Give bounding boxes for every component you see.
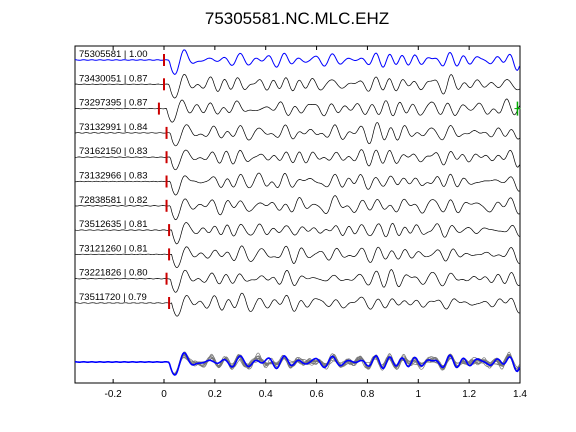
trace-label: 73297395 | 0.87 (79, 98, 148, 109)
x-tick-label: 1 (416, 389, 422, 400)
plot-axes-frame (74, 45, 521, 384)
traces-layer: 75305581 | 1.00 73430051 | 0.87 73297395 |… (74, 49, 521, 317)
chart-title: 75305581.NC.MLC.EHZ (205, 9, 389, 28)
trace-73297395: 73297395 | 0.87 (74, 98, 521, 123)
trace-label: 72838581 | 0.82 (79, 195, 148, 206)
stack-overlay-trace (75, 351, 520, 375)
x-axis: -0.2 0 0.2 0.4 0.6 0.8 1 1.2 1.4 (105, 46, 527, 400)
waveform-line (74, 149, 520, 171)
trace-73121260: 73121260 | 0.81 (74, 243, 520, 268)
stack-overlay-trace (74, 353, 520, 376)
trace-label: 73221826 | 0.80 (79, 268, 148, 279)
trace-73221826: 73221826 | 0.80 (74, 268, 520, 293)
trace-label: 73121260 | 0.81 (79, 243, 148, 254)
stack-layer (74, 351, 521, 376)
trace-label: 73512635 | 0.81 (79, 219, 148, 230)
trace-label: 73511720 | 0.79 (79, 292, 147, 303)
waveform-line (74, 121, 520, 147)
waveform-line (74, 195, 520, 221)
trace-label: 73162150 | 0.83 (79, 146, 148, 157)
trace-73512635: 73512635 | 0.81 (74, 219, 520, 245)
x-tick-label: 1.4 (513, 389, 527, 400)
x-tick-label: -0.2 (105, 389, 123, 400)
waveform-line (74, 292, 520, 317)
x-tick-label: 0 (161, 389, 167, 400)
waveform-line (74, 49, 520, 75)
x-tick-label: 0.8 (360, 389, 374, 400)
waveform-line (74, 269, 520, 293)
stack-master-trace (75, 352, 521, 376)
trace-73132966: 73132966 | 0.83 (74, 171, 520, 196)
x-tick-label: 1.2 (462, 389, 476, 400)
x-tick-label: 0.6 (310, 389, 324, 400)
waveform-line (74, 74, 520, 99)
waveform-line (74, 245, 520, 268)
trace-73511720: 73511720 | 0.79 (74, 292, 520, 317)
waveform-line (74, 222, 520, 245)
x-tick-label: 0.2 (208, 389, 222, 400)
trace-label: 75305581 | 1.00 (79, 49, 148, 60)
trace-73430051: 73430051 | 0.87 (74, 73, 520, 99)
trace-label: 73430051 | 0.87 (79, 73, 148, 84)
trace-73162150: 73162150 | 0.83 (74, 146, 520, 171)
waveform-line (74, 172, 520, 196)
trace-label: 73132991 | 0.84 (79, 122, 148, 133)
stack-overlay-trace (75, 351, 520, 375)
waveform-line (74, 98, 520, 123)
x-tick-label: 0.4 (259, 389, 273, 400)
trace-72838581: 72838581 | 0.82 (74, 195, 520, 221)
trace-label: 73132966 | 0.83 (79, 171, 148, 182)
trace-75305581: 75305581 | 1.00 (74, 49, 520, 75)
trace-73132991: 73132991 | 0.84 (74, 121, 520, 147)
